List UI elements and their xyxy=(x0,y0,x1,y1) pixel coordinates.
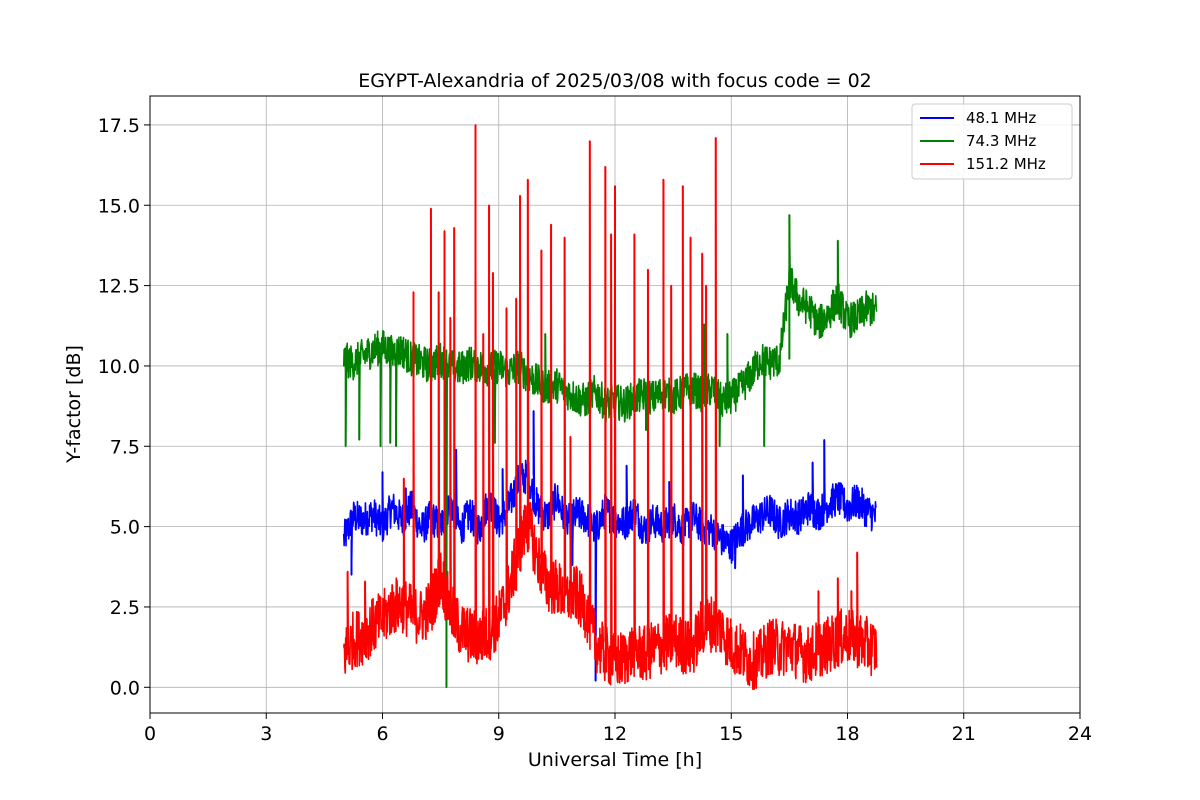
x-tick-label: 9 xyxy=(493,723,505,745)
y-tick-label: 10.0 xyxy=(98,356,140,378)
series-151-2-mhz xyxy=(342,124,878,691)
series-layer xyxy=(342,124,878,691)
y-axis-label: Y-factor [dB] xyxy=(63,345,85,464)
x-tick-label: 15 xyxy=(719,723,743,745)
x-tick-label: 12 xyxy=(603,723,627,745)
legend: 48.1 MHz 74.3 MHz 151.2 MHz xyxy=(911,103,1073,180)
x-axis: 0 3 6 9 12 15 18 21 24 xyxy=(144,713,1092,745)
x-tick-label: 24 xyxy=(1068,723,1092,745)
y-axis: 0.0 2.5 5.0 7.5 10.0 12.5 15.0 17.5 xyxy=(98,115,150,699)
x-tick-label: 3 xyxy=(260,723,272,745)
y-tick-label: 12.5 xyxy=(98,276,140,298)
legend-label: 151.2 MHz xyxy=(966,155,1046,173)
legend-label: 48.1 MHz xyxy=(966,109,1036,127)
y-tick-label: 0.0 xyxy=(110,677,140,699)
y-tick-label: 5.0 xyxy=(110,517,140,539)
y-tick-label: 15.0 xyxy=(98,195,140,217)
series-line-151-2-mhz xyxy=(342,124,878,691)
y-tick-label: 7.5 xyxy=(110,436,140,458)
y-tick-label: 17.5 xyxy=(98,115,140,137)
x-tick-label: 6 xyxy=(376,723,388,745)
x-tick-label: 18 xyxy=(835,723,859,745)
legend-box xyxy=(911,103,1073,180)
x-axis-label: Universal Time [h] xyxy=(528,749,702,771)
x-tick-label: 21 xyxy=(952,723,976,745)
x-tick-label: 0 xyxy=(144,723,156,745)
legend-label: 74.3 MHz xyxy=(966,132,1036,150)
chart-title: EGYPT-Alexandria of 2025/03/08 with focu… xyxy=(358,70,872,92)
y-tick-label: 2.5 xyxy=(110,597,140,619)
series-48-1-mhz xyxy=(342,410,877,682)
